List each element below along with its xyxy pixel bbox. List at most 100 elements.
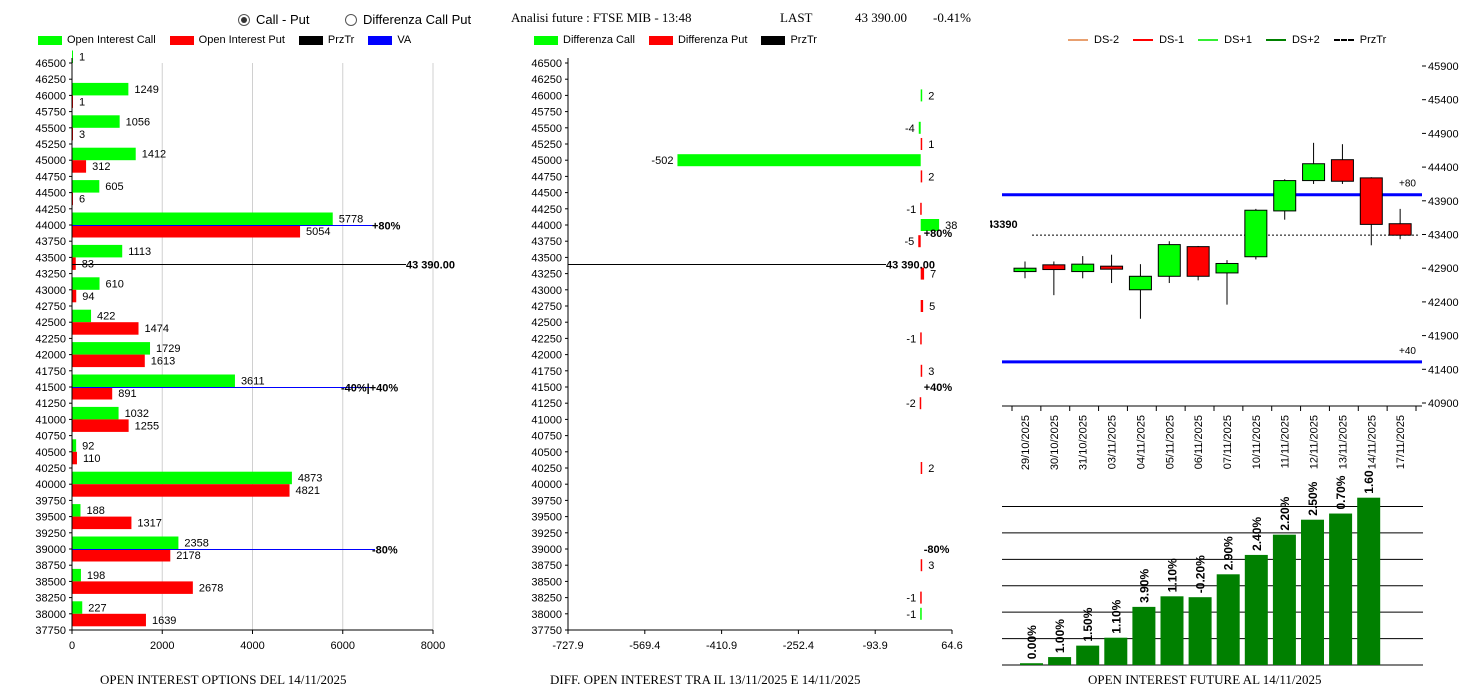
legend-line-ds-1 [1133, 39, 1154, 41]
strike-label: 45750 [531, 107, 562, 119]
strike-label: 42000 [35, 350, 66, 362]
strike-label: 42250 [531, 333, 562, 345]
diff-put-bar-label: 5 [929, 301, 935, 313]
future-bar-label: 1.50% [1081, 607, 1095, 641]
future-bar [1076, 645, 1100, 665]
strike-label: 41250 [531, 398, 562, 410]
put-value-label: 1 [79, 96, 85, 108]
put-bar [72, 581, 193, 594]
call-value-label: 1113 [128, 246, 151, 258]
y-tick-label: 41900 [1428, 331, 1459, 343]
call-value-label: 92 [82, 440, 94, 452]
diff-put-bar [920, 138, 923, 150]
radio-unselected-icon [345, 13, 357, 26]
call-bar [72, 180, 100, 193]
radio-differenza[interactable]: Differenza Call Put [345, 12, 471, 27]
strike-label: 38500 [531, 576, 562, 588]
diff-put-bar [920, 267, 925, 280]
call-bar [72, 504, 81, 517]
date-label: 31/10/2025 [1078, 415, 1090, 470]
call-bar [72, 82, 129, 96]
date-label: 07/11/2025 [1222, 415, 1234, 469]
x-tick-label: 0 [69, 640, 75, 652]
strike-label: 41250 [35, 398, 66, 410]
x-tick-label: -252.4 [783, 640, 814, 652]
call-bar [72, 471, 292, 485]
price-label: 43390 [990, 219, 1018, 231]
strike-label: 43000 [35, 285, 66, 297]
diff-call-bar-label: 2 [928, 90, 934, 102]
va-label: +80% [924, 228, 953, 240]
legend-item-ds+1: DS+1 [1198, 34, 1252, 46]
legend-swatch-put [648, 35, 673, 45]
chart-title-future: OPEN INTEREST FUTURE AL 14/11/2025 [1088, 672, 1322, 687]
strike-label: 37750 [531, 625, 562, 637]
call-bar [72, 309, 92, 323]
put-bar [72, 387, 113, 400]
legend-label: DS+1 [1224, 34, 1252, 46]
radio-call-put-label: Call - Put [256, 12, 310, 27]
legend-swatch-va [368, 35, 393, 45]
strike-label: 45250 [35, 139, 66, 151]
strike-label: 43250 [35, 269, 66, 281]
legend-label: Differenza Put [677, 34, 748, 46]
strike-label: 38000 [35, 609, 66, 621]
put-value-label: 891 [118, 388, 136, 400]
va-label: +80% [372, 221, 401, 233]
future-bar [1132, 606, 1156, 665]
date-label: 04/11/2025 [1135, 415, 1147, 469]
diff-put-bar-label: 2 [928, 463, 934, 475]
diff-put-bar-label: -1 [906, 204, 916, 216]
date-label: 06/11/2025 [1193, 415, 1205, 469]
future-bar [1329, 513, 1353, 665]
candle-body [1302, 163, 1326, 182]
diff-put-bar-label: 1 [928, 139, 934, 151]
diff-put-bar [920, 462, 923, 474]
chart-open-interest-future: 0.00% 1.00% 1.50% 1.10% 3.90% 1.10% -0.20% 2.90… [1002, 470, 1423, 666]
legend-line-ds+1 [1198, 39, 1219, 41]
date-label: 12/11/2025 [1309, 415, 1321, 469]
put-value-label: 1639 [152, 615, 176, 627]
strike-label: 44000 [35, 220, 66, 232]
call-value-label: 422 [97, 311, 115, 323]
legend-line-prztr [1333, 39, 1354, 41]
radio-call-put[interactable]: Call - Put [238, 12, 309, 27]
candle-body [1186, 246, 1210, 277]
strike-label: 45000 [531, 155, 562, 167]
y-tick-label: 40900 [1428, 398, 1459, 410]
legend-item-ds-2: DS-2 [1068, 34, 1119, 46]
legend-label: VA [397, 34, 412, 46]
strike-label: 40000 [35, 479, 66, 491]
future-bar-label: 1.60% [1362, 470, 1376, 494]
strike-label: 38250 [531, 593, 562, 605]
candle-body [1215, 262, 1239, 274]
put-bar [72, 484, 290, 497]
strike-label: 45500 [531, 123, 562, 135]
page-title: Analisi future : FTSE MIB - 13:48 [511, 10, 692, 25]
put-bar [72, 613, 146, 627]
call-value-label: 2358 [184, 538, 208, 550]
strike-label: 41750 [35, 366, 66, 378]
legend-label: PrzTr [327, 34, 355, 46]
y-tick-label: 45400 [1428, 95, 1459, 107]
diff-put-bar-label: -2 [906, 398, 916, 410]
diff-put-bar [920, 364, 923, 377]
strike-label: 44500 [531, 188, 562, 200]
legend-label: PrzTr [790, 34, 817, 46]
future-bar-label: 2.40% [1250, 517, 1264, 551]
diff-put-bar-label: -1 [906, 593, 916, 605]
strike-label: 42500 [35, 317, 66, 329]
put-value-label: 2178 [176, 550, 200, 562]
future-bar-label: -0.20% [1194, 555, 1208, 593]
legend-item-call: Open Interest Call [38, 34, 156, 46]
legend-item-diff-prztr: PrzTr [761, 34, 817, 46]
date-label: 29/10/2025 [1020, 415, 1032, 470]
diff-call-bar [918, 121, 921, 134]
strike-label: 43500 [35, 252, 66, 264]
strike-label: 41500 [35, 382, 66, 394]
va-high-label: +80 [1399, 179, 1416, 190]
strike-label: 40750 [35, 431, 66, 443]
put-value-label: 3 [79, 129, 85, 141]
future-bar [1048, 657, 1072, 665]
strike-label: 43750 [35, 236, 66, 248]
